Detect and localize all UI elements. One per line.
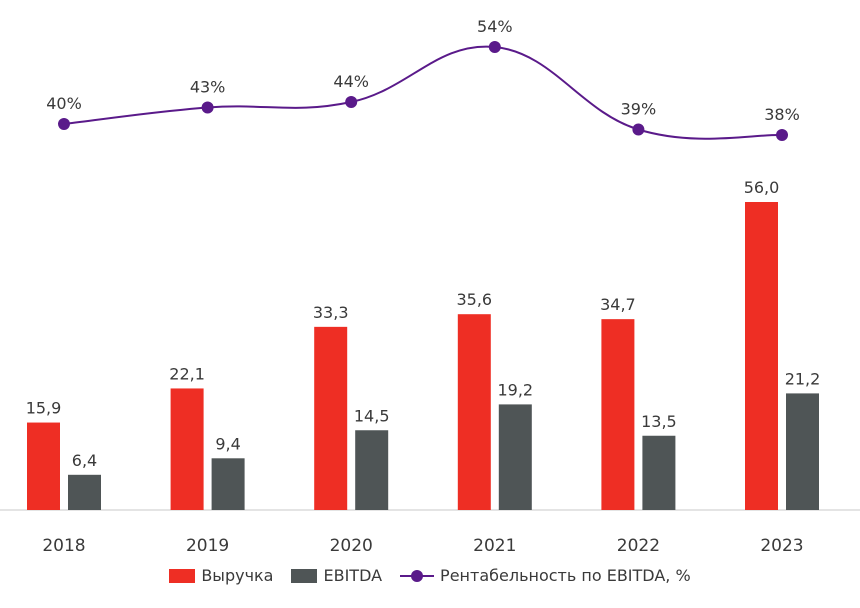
margin-point-2023 <box>776 129 788 141</box>
bar-label-ebitda-2021: 19,2 <box>497 380 533 399</box>
bar-ebitda-2022 <box>642 435 676 510</box>
bar-label-revenue-2020: 33,3 <box>313 303 349 322</box>
legend-swatch-ebitda <box>291 568 318 583</box>
bar-ebitda-2020 <box>355 430 389 510</box>
bar-label-ebitda-2022: 13,5 <box>641 412 677 431</box>
bar-revenue-2020 <box>314 326 348 510</box>
bar-revenue-2022 <box>601 319 635 510</box>
legend-swatch-revenue <box>169 568 196 583</box>
margin-points-group <box>58 41 788 141</box>
margin-point-2022 <box>632 123 645 136</box>
bar-label-ebitda-2019: 9,4 <box>215 434 240 453</box>
bar-label-revenue-2018: 15,9 <box>26 399 62 418</box>
legend-item-revenue: Выручка <box>169 566 273 585</box>
chart-canvas: 15,9 6,4 22,1 9,4 33,3 14,5 35,6 19,2 34,7 13,5 56… <box>0 17 860 556</box>
margin-label-2022: 39% <box>621 100 657 119</box>
x-tick-2021: 2021 <box>473 536 516 556</box>
margin-label-2019: 43% <box>190 78 226 97</box>
legend-label-revenue: Выручка <box>201 566 274 585</box>
bar-ebitda-2019 <box>211 458 245 510</box>
bar-label-revenue-2023: 56,0 <box>744 178 780 197</box>
legend: Выручка EBITDA Рентабельность по EBITDA,… <box>0 566 860 585</box>
bar-label-ebitda-2023: 21,2 <box>785 369 821 388</box>
margin-label-2018: 40% <box>46 94 82 113</box>
margin-point-2021 <box>488 41 501 53</box>
margin-point-2019 <box>201 101 214 114</box>
bar-label-revenue-2022: 34,7 <box>600 295 636 314</box>
margin-point-2018 <box>58 118 70 130</box>
bar-labels-group: 15,9 6,4 22,1 9,4 33,3 14,5 35,6 19,2 34,7 13,5 56… <box>26 178 821 470</box>
margin-point-2020 <box>345 96 358 108</box>
margin-label-2021: 54% <box>477 17 513 36</box>
x-tick-2023: 2023 <box>760 536 803 556</box>
bar-revenue-2019 <box>170 388 204 510</box>
bar-ebitda-2018 <box>68 474 101 510</box>
legend-label-ebitda: EBITDA <box>323 566 383 585</box>
bar-revenue-2021 <box>457 314 491 510</box>
legend-item-ebitda: EBITDA <box>291 566 382 585</box>
x-tick-2018: 2018 <box>42 536 85 556</box>
bars-group <box>27 202 819 510</box>
bar-label-ebitda-2018: 6,4 <box>72 451 97 470</box>
legend-swatch-margin <box>400 569 435 583</box>
x-tick-2020: 2020 <box>330 536 373 556</box>
x-tick-2022: 2022 <box>617 536 660 556</box>
legend-item-margin: Рентабельность по EBITDA, % <box>400 566 691 585</box>
x-tick-labels: 2018 2019 2020 2021 2022 2023 <box>42 536 803 556</box>
bar-ebitda-2021 <box>498 404 532 510</box>
margin-series-line <box>63 45 783 140</box>
margin-label-2020: 44% <box>333 72 369 91</box>
x-tick-2019: 2019 <box>186 536 229 556</box>
margin-label-2023: 38% <box>764 105 800 124</box>
bar-revenue-2018 <box>27 422 60 510</box>
bar-label-ebitda-2020: 14,5 <box>354 406 390 425</box>
bar-ebitda-2023 <box>786 393 819 510</box>
legend-label-margin: Рентабельность по EBITDA, % <box>440 566 691 585</box>
bar-revenue-2023 <box>745 202 778 510</box>
bar-label-revenue-2019: 22,1 <box>169 364 205 383</box>
margin-labels-group: 40% 43% 44% 54% 39% 38% <box>46 17 800 124</box>
bar-label-revenue-2021: 35,6 <box>456 290 492 309</box>
